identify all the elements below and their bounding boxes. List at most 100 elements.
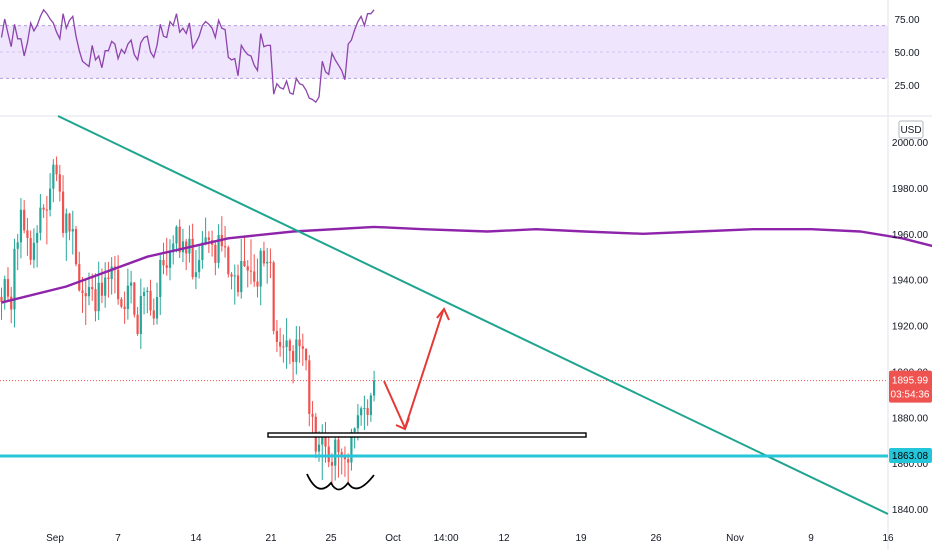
- descending-trendline[interactable]: [58, 116, 888, 514]
- candle-body: [367, 408, 369, 415]
- rsi-tick-label: 50.00: [894, 48, 919, 59]
- candle-body: [263, 251, 265, 264]
- candle-body: [143, 292, 145, 296]
- candle-body: [214, 245, 216, 263]
- countdown-value: 03:54:36: [891, 390, 930, 401]
- arrow-head-target: [437, 309, 449, 320]
- time-tick-label: 9: [808, 533, 814, 544]
- candle-body: [91, 287, 93, 289]
- candle-body: [363, 408, 365, 409]
- time-tick-label: Nov: [726, 533, 744, 544]
- price-tick-label: 1960.00: [892, 230, 929, 241]
- candle-body: [140, 296, 142, 334]
- candle-body: [55, 165, 57, 175]
- candle-body: [68, 214, 70, 232]
- candle-body: [4, 279, 6, 302]
- candle-body: [230, 274, 232, 276]
- candle-body: [130, 283, 132, 286]
- rsi-tick-label: 25.00: [894, 81, 919, 92]
- candle-body: [260, 251, 262, 287]
- currency-label[interactable]: USD: [900, 125, 921, 136]
- candle-body: [279, 342, 281, 347]
- candle-body: [146, 291, 148, 292]
- candle-body: [94, 289, 96, 311]
- time-tick-label: 12: [498, 533, 510, 544]
- time-tick-label: 14:00: [433, 533, 458, 544]
- candle-body: [208, 237, 210, 240]
- candle-body: [20, 210, 22, 243]
- last-price-value: 1895.99: [892, 376, 929, 387]
- candle-body: [237, 275, 239, 292]
- candle-body: [227, 247, 229, 274]
- candle-body: [370, 395, 372, 414]
- candle-body: [354, 428, 356, 432]
- candle-body: [282, 346, 284, 347]
- candle-body: [36, 233, 38, 243]
- candle-body: [88, 287, 90, 296]
- candle-body: [26, 230, 28, 238]
- time-tick-label: 14: [190, 533, 202, 544]
- candle-body: [286, 340, 288, 347]
- candle-body: [289, 340, 291, 351]
- price-tick-label: 1920.00: [892, 322, 929, 333]
- candle-body: [52, 165, 54, 189]
- candle-body: [318, 445, 320, 452]
- candle-body: [250, 271, 252, 272]
- candle-body: [43, 208, 45, 210]
- time-tick-label: Oct: [385, 533, 401, 544]
- candle-body: [234, 275, 236, 276]
- candle-body: [78, 264, 80, 290]
- candle-body: [62, 192, 64, 233]
- price-tick-label: 1840.00: [892, 505, 929, 516]
- last-price-tag: 1895.99 03:54:36: [889, 371, 932, 403]
- candle-body: [205, 237, 207, 242]
- candle-body: [243, 261, 245, 266]
- candle-body: [46, 210, 48, 211]
- time-tick-label: 7: [115, 533, 121, 544]
- candle-body: [182, 241, 184, 252]
- candle-body: [341, 452, 343, 455]
- price-tick-label: 1940.00: [892, 276, 929, 287]
- candle-body: [17, 242, 19, 249]
- candle-body: [334, 440, 336, 466]
- time-tick-label: 19: [575, 533, 587, 544]
- time-tick-label: 21: [265, 533, 277, 544]
- candle-body: [266, 262, 268, 264]
- candle-body: [247, 266, 249, 270]
- candle-body: [65, 214, 67, 233]
- candle-body: [159, 260, 161, 297]
- candle-body: [292, 351, 294, 362]
- candle-body: [347, 459, 349, 462]
- price-tick-label: 1880.00: [892, 413, 929, 424]
- candle-body: [240, 261, 242, 292]
- candle-body: [328, 447, 330, 462]
- candle-body: [198, 260, 200, 272]
- neckline-rectangle[interactable]: [268, 433, 586, 437]
- candle-body: [85, 293, 87, 296]
- candle-body: [124, 307, 126, 309]
- candle-body: [30, 238, 32, 260]
- double-bottom-curves[interactable]: [307, 474, 374, 490]
- projection-arrow[interactable]: [384, 311, 443, 428]
- candle-body: [253, 272, 255, 282]
- candle-body: [107, 278, 109, 279]
- price-pane: [0, 116, 932, 514]
- candle-body: [360, 408, 362, 415]
- candle-body: [311, 414, 313, 417]
- candle-body: [305, 349, 307, 360]
- candle-body: [156, 297, 158, 319]
- support-price-value: 1863.08: [892, 451, 929, 462]
- candle-body: [127, 286, 129, 309]
- candle-body: [256, 282, 258, 287]
- candle-body: [166, 265, 168, 268]
- support-price-tag: 1863.08: [889, 448, 932, 463]
- candle-body: [153, 310, 155, 318]
- candle-body: [33, 243, 35, 260]
- candle-body: [195, 272, 197, 277]
- candle-body: [59, 174, 61, 191]
- candle-body: [23, 210, 25, 231]
